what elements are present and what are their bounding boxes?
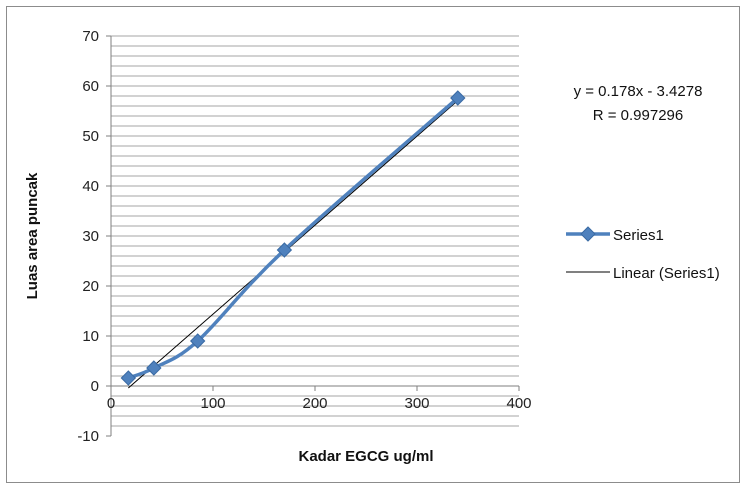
- series1-point: [189, 333, 206, 349]
- x-tick-label: 100: [200, 395, 225, 412]
- y-tick-label: -10: [77, 428, 99, 445]
- grid-lines: [111, 35, 519, 427]
- x-axis-title: Kadar EGCG ug/ml: [298, 448, 433, 465]
- y-tick-label: 0: [91, 378, 99, 395]
- legend-series1-marker: [580, 226, 596, 242]
- legend-trendline-label: Linear (Series1): [613, 265, 720, 282]
- series1-point: [276, 242, 293, 258]
- series1-point: [120, 370, 137, 386]
- y-tick-labels: -10 0 10 20 30 40 50 60 70: [77, 28, 99, 445]
- y-tick-label: 30: [82, 228, 99, 245]
- x-tick-labels: 0 100 200 300 400: [107, 395, 532, 412]
- x-tick-label: 200: [302, 395, 327, 412]
- series1-point: [450, 90, 466, 106]
- legend-series1-label: Series1: [613, 227, 664, 244]
- x-tick-label: 0: [107, 395, 115, 412]
- y-axis-title: Luas area puncak: [24, 172, 41, 299]
- x-tick-label: 400: [506, 395, 531, 412]
- y-tick-label: 10: [82, 328, 99, 345]
- y-tick-label: 20: [82, 278, 99, 295]
- trendline-equation: y = 0.178x - 3.4278: [574, 83, 703, 100]
- x-tick-label: 300: [404, 395, 429, 412]
- legend: Series1 Linear (Series1): [566, 226, 720, 282]
- y-tick-label: 50: [82, 128, 99, 145]
- axes: [106, 35, 520, 437]
- series1-point: [146, 360, 162, 376]
- y-tick-label: 40: [82, 178, 99, 195]
- trendline-r-value: R = 0.997296: [593, 107, 684, 124]
- y-tick-label: 70: [82, 28, 99, 45]
- series: [120, 90, 466, 386]
- y-tick-label: 60: [82, 78, 99, 95]
